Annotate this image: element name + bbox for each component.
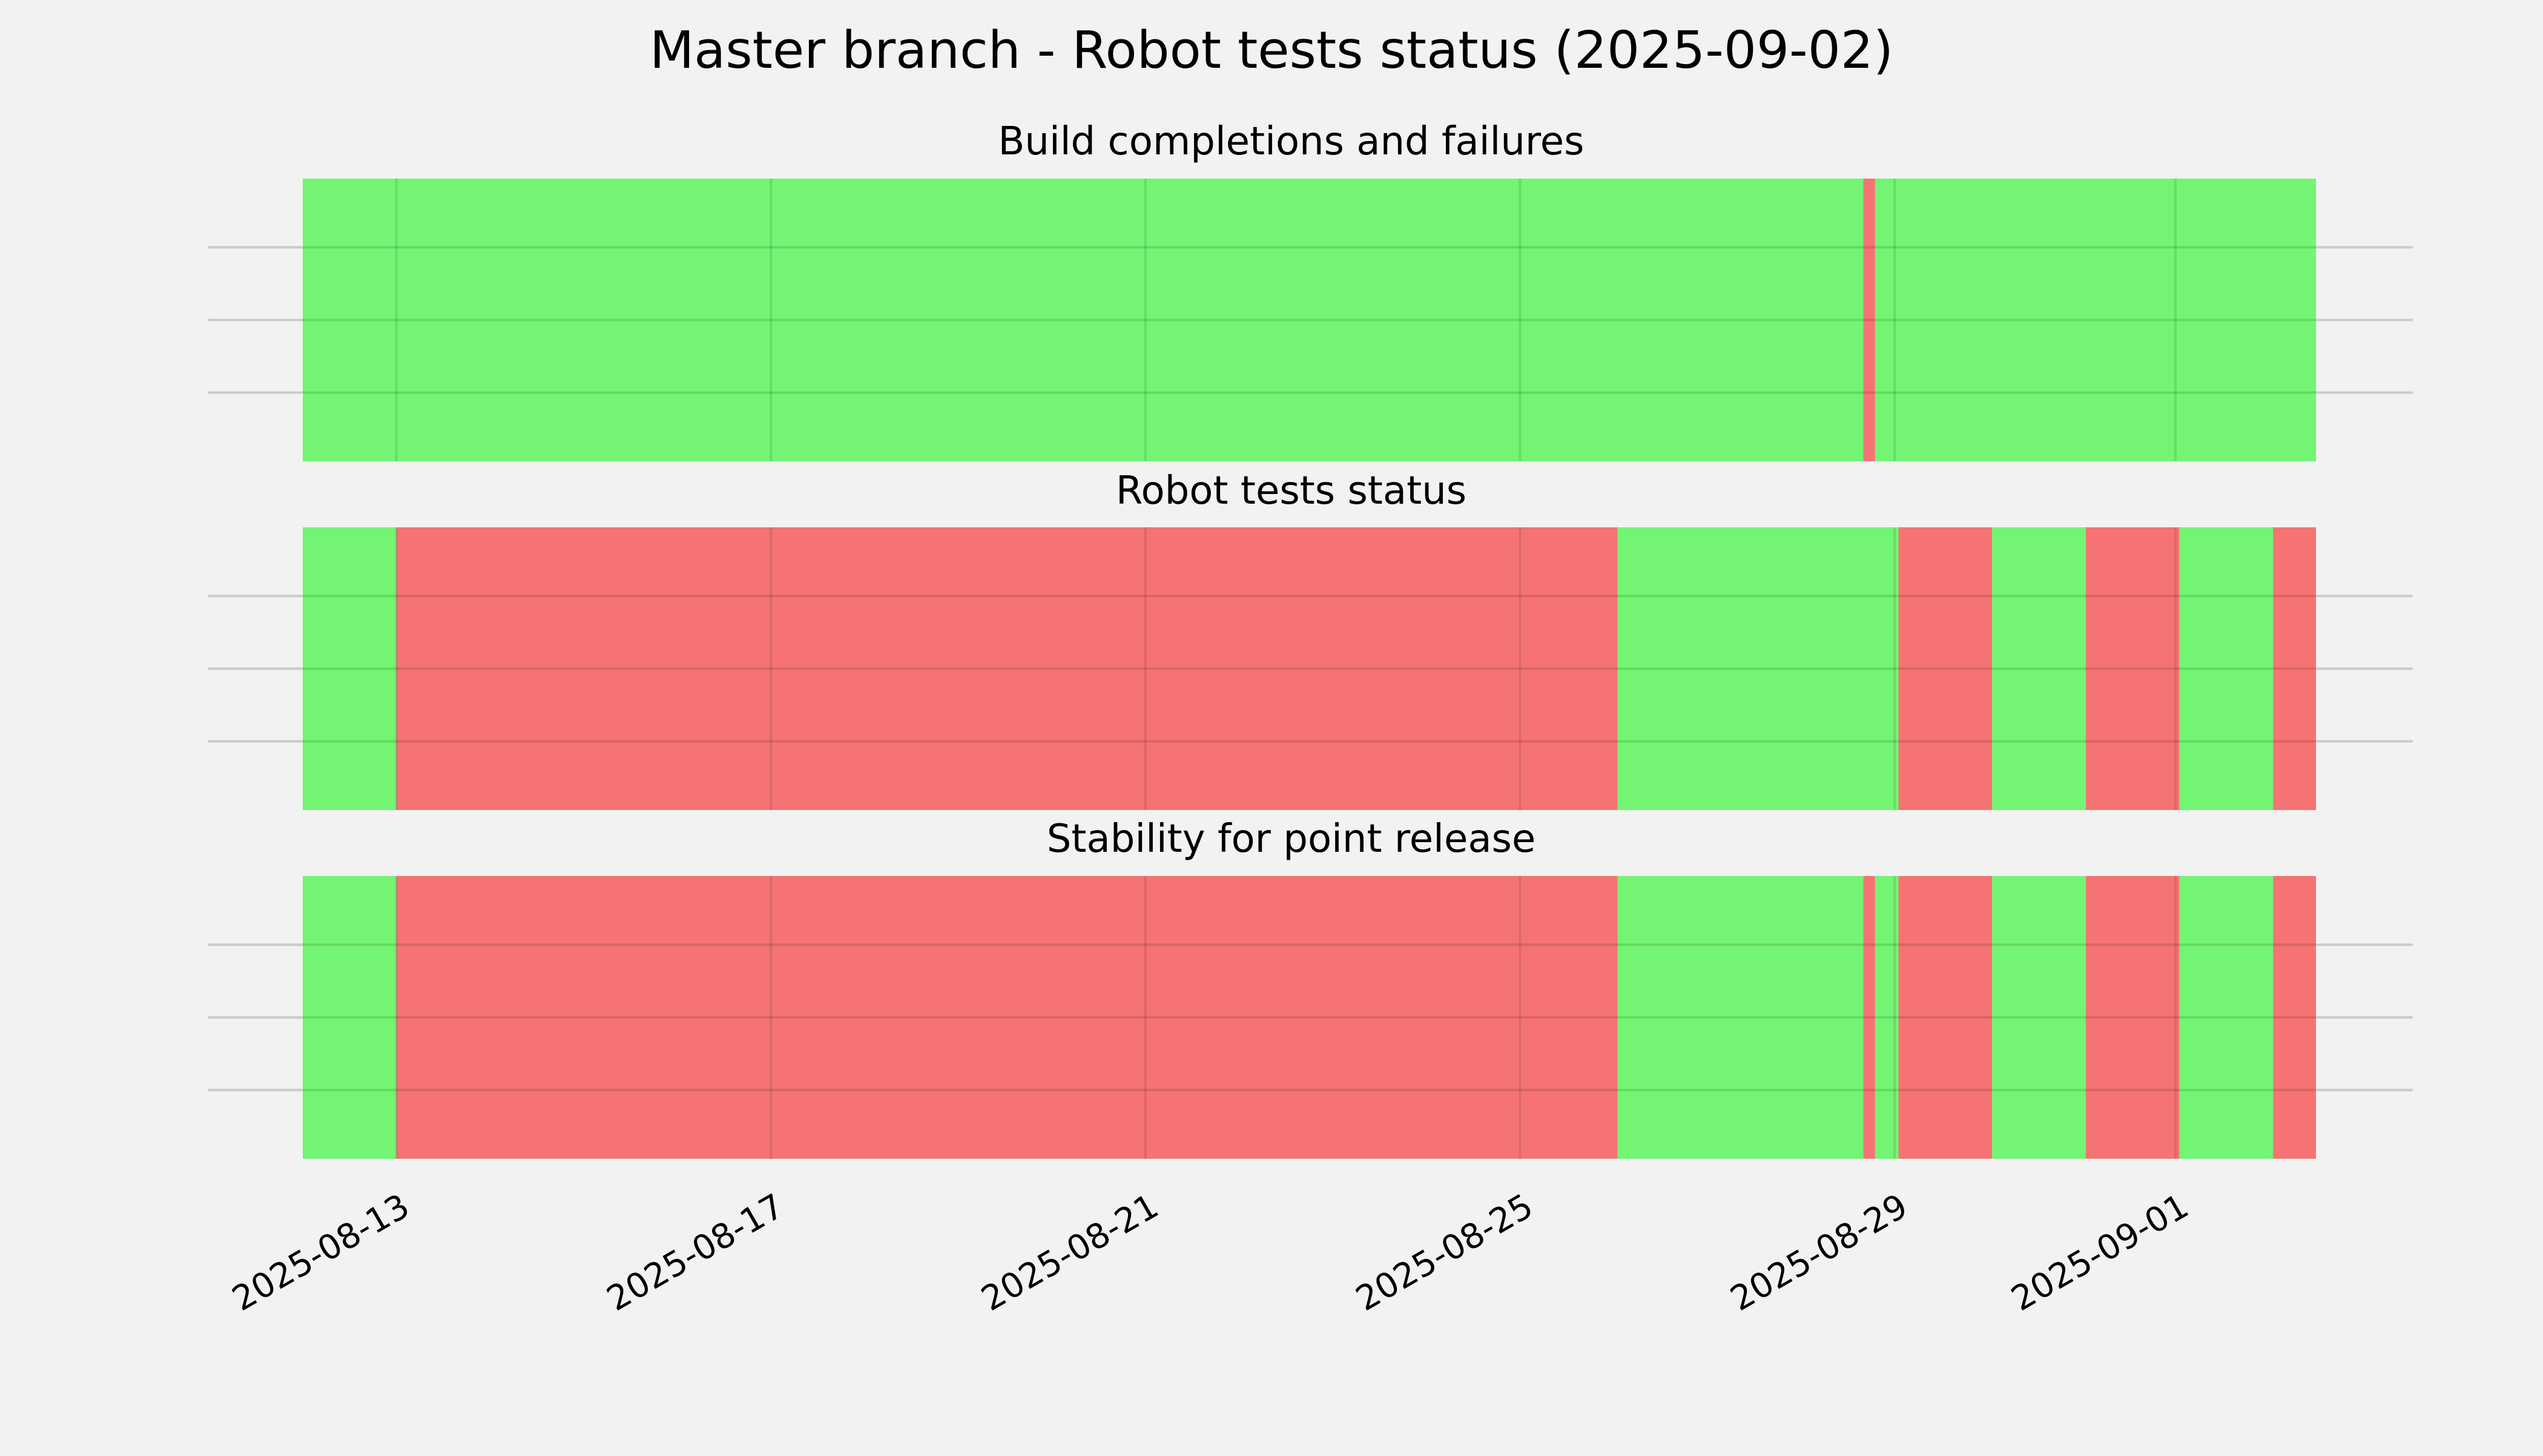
panel-title: Robot tests status [1116, 469, 1466, 513]
status-segment-pass [1875, 179, 2316, 461]
status-segment-fail [1863, 876, 1875, 1159]
status-segment-fail [1898, 876, 1993, 1159]
status-segment-pass [1617, 876, 1864, 1159]
status-segment-fail [2085, 876, 2180, 1159]
status-segment-pass [1992, 527, 2086, 810]
status-segment-fail [396, 876, 1618, 1159]
status-segment-pass [1617, 527, 1899, 810]
status-segment-fail [2273, 527, 2316, 810]
panel-3: Stability for point release [208, 817, 2413, 1159]
status-segment-pass [1875, 876, 1899, 1159]
status-segment-pass [1992, 876, 2086, 1159]
status-segment-fail [2273, 876, 2316, 1159]
status-segment-pass [303, 527, 397, 810]
panel-2: Robot tests status [208, 469, 2413, 810]
status-segment-fail [1898, 527, 1993, 810]
status-segment-pass [303, 876, 397, 1159]
status-segment-fail [396, 527, 1618, 810]
panels-layer: Build completions and failures Robot test… [208, 119, 2413, 1159]
panel-title: Stability for point release [1047, 817, 1536, 861]
status-segment-pass [303, 179, 1864, 461]
panel-1: Build completions and failures [208, 119, 2413, 461]
chart-title: Master branch - Robot tests status (2025… [650, 21, 1893, 81]
status-segment-fail [2085, 527, 2180, 810]
status-segment-pass [2179, 876, 2274, 1159]
status-segment-pass [2179, 527, 2274, 810]
status-segment-fail [1863, 179, 1875, 461]
panel-title: Build completions and failures [998, 119, 1585, 164]
